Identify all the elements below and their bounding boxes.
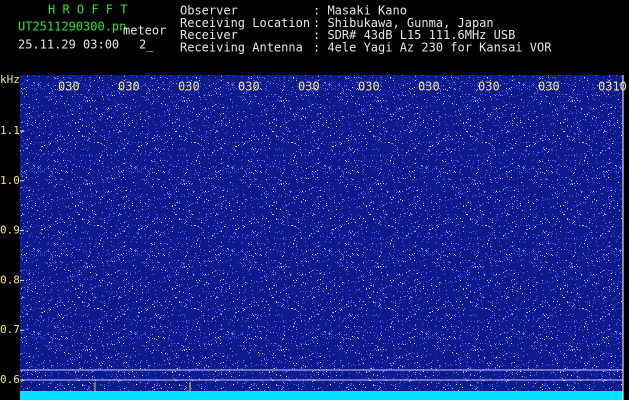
- datetime: 25.11.29 03:00: [18, 38, 119, 52]
- file-name: UT2511290300.pn: [18, 20, 126, 34]
- time-label: 030: [478, 80, 500, 94]
- info-value: : Masaki Kano: [313, 4, 407, 18]
- info-label: Receiver: [180, 28, 238, 42]
- y-tick-label: 0.7: [0, 323, 20, 336]
- time-label: 030: [58, 80, 80, 94]
- time-label: 030: [418, 80, 440, 94]
- power-band: [20, 391, 623, 400]
- app-name: H R O F F T: [48, 3, 127, 17]
- time-label: 030: [238, 80, 260, 94]
- y-tick-label: 0.8: [0, 273, 20, 286]
- y-tick-label: 0.6: [0, 373, 20, 386]
- spectrogram: [20, 75, 623, 391]
- info-label: Receiving Location: [180, 16, 310, 30]
- time-label: 030: [298, 80, 320, 94]
- axis-unit: kHz: [0, 73, 20, 86]
- info-value: : 4ele Yagi Az 230 for Kansai VOR: [313, 40, 552, 54]
- index: 2_: [139, 38, 154, 52]
- time-label: 030: [538, 80, 560, 94]
- y-tick-label: 1.0: [0, 174, 20, 187]
- info-label: Observer: [180, 4, 238, 18]
- file-suffix: meteor: [123, 24, 166, 38]
- y-tick-label: 0.9: [0, 224, 20, 237]
- y-tick-label: 1.1: [0, 124, 20, 137]
- info-value: : SDR# 43dB L15 111.6MHz USB: [313, 28, 515, 42]
- time-label: 030: [358, 80, 380, 94]
- time-label: 030: [118, 80, 140, 94]
- time-label: 0310: [598, 80, 627, 94]
- info-label: Receiving Antenna: [180, 40, 303, 54]
- info-value: : Shibukawa, Gunma, Japan: [313, 16, 494, 30]
- time-label: 030: [178, 80, 200, 94]
